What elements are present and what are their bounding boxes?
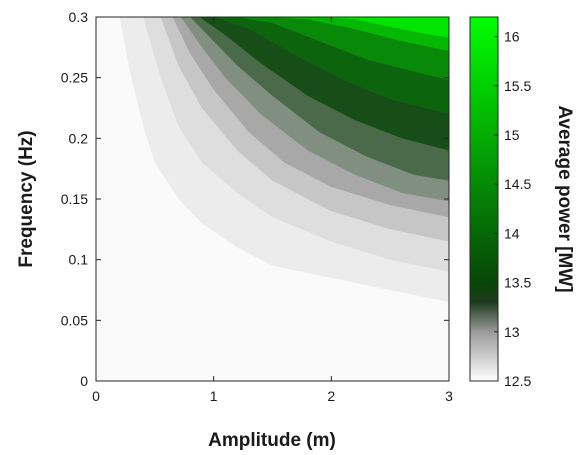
colorbar-tick-label: 14.5: [504, 176, 531, 192]
colorbar-tick-label: 16: [504, 29, 520, 45]
colorbar: 12.5 13 13.5 14 14.5 15 15.5 16: [469, 16, 531, 389]
x-tick-label: 1: [210, 388, 218, 404]
y-tick-label: 0: [80, 373, 88, 389]
colorbar-scale: [469, 16, 499, 382]
colorbar-tick-label: 12.5: [504, 373, 531, 389]
y-tick-label: 0.05: [61, 312, 88, 328]
x-axis-ticks: 0 1 2 3: [92, 17, 453, 404]
x-tick-label: 3: [445, 388, 453, 404]
colorbar-tick-label: 14: [504, 225, 520, 241]
contour-fills: [101, 17, 449, 345]
colorbar-tick-label: 15: [504, 127, 520, 143]
x-axis-label: Amplitude (m): [208, 430, 336, 451]
contour-region-12: [319, 17, 449, 38]
colorbar-tick-label: 13.5: [504, 275, 531, 291]
y-tick-label: 0.25: [61, 70, 88, 86]
colorbar-label: Average power [MW]: [554, 105, 575, 292]
y-tick-label: 0.2: [69, 130, 89, 146]
colorbar-ticks: 12.5 13 13.5 14 14.5 15 15.5 16: [494, 29, 531, 389]
plot-area: 0 1 2 3 0 0.05 0.1 0.15 0.2 0.25 0.3: [61, 9, 453, 404]
y-tick-label: 0.15: [61, 191, 88, 207]
y-tick-label: 0.3: [69, 9, 89, 25]
x-tick-label: 2: [327, 388, 335, 404]
y-axis-label: Frequency (Hz): [16, 130, 37, 267]
colorbar-tick-label: 13: [504, 324, 520, 340]
x-tick-label: 0: [92, 388, 100, 404]
y-axis-ticks: 0 0.05 0.1 0.15 0.2 0.25 0.3: [61, 9, 449, 389]
y-tick-label: 0.1: [69, 252, 89, 268]
colorbar-tick-label: 15.5: [504, 78, 531, 94]
